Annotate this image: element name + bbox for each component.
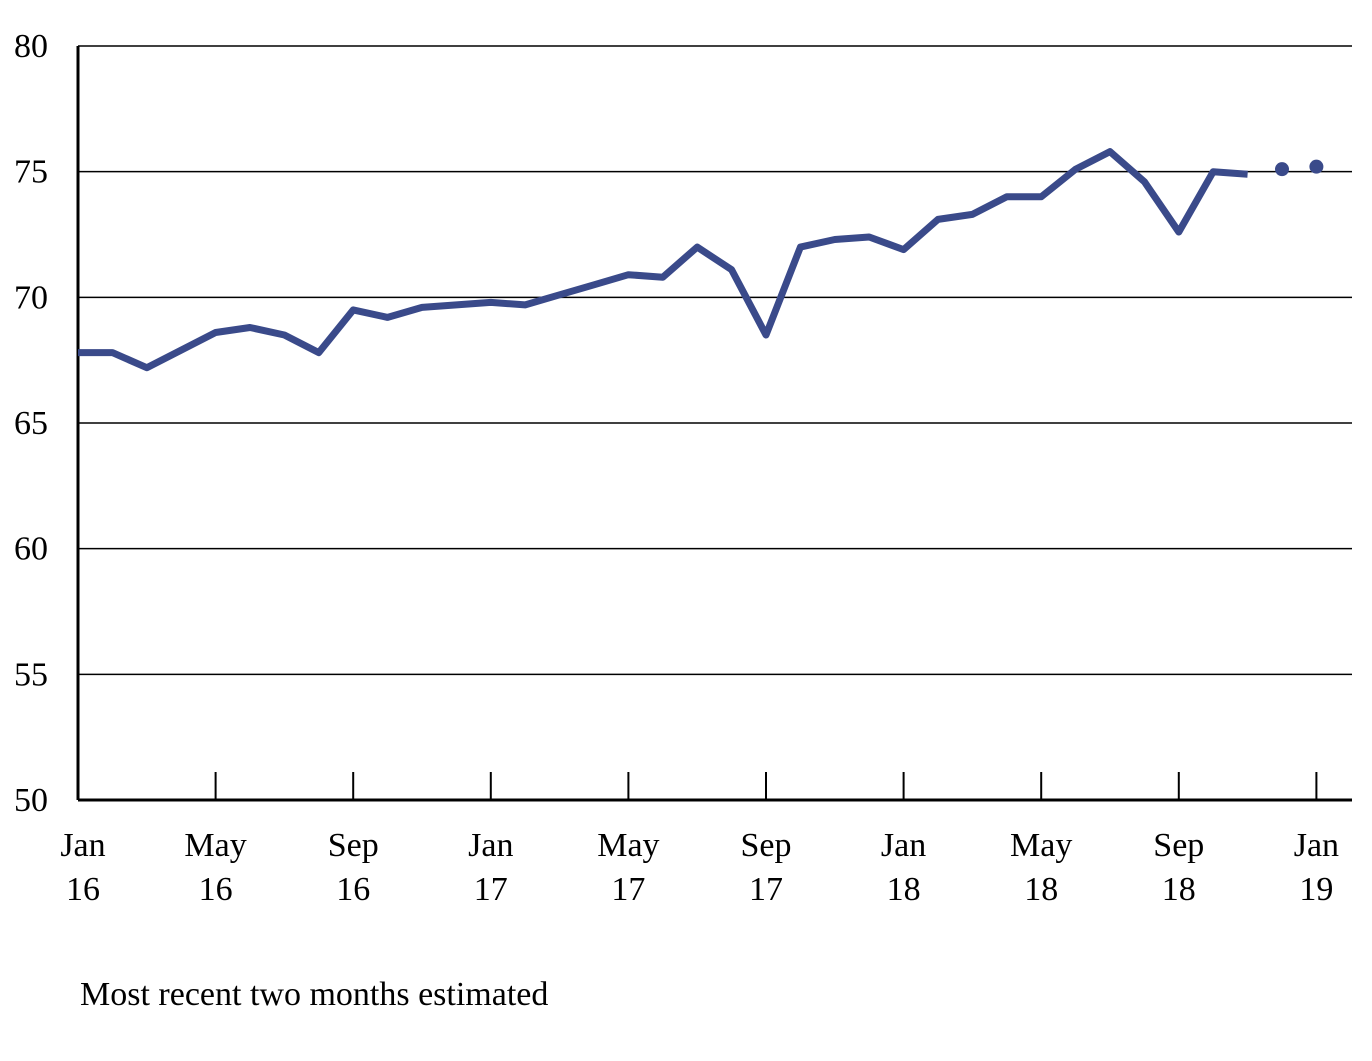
x-tick-label-year: 16 bbox=[336, 871, 370, 908]
x-tick-label-year: 17 bbox=[611, 871, 645, 908]
x-tick-label-month: Jan bbox=[468, 827, 513, 864]
estimated-point bbox=[1275, 162, 1289, 177]
y-tick-label: 70 bbox=[14, 279, 48, 316]
x-tick-label-year: 18 bbox=[887, 871, 921, 908]
series-group bbox=[78, 148, 1324, 372]
gridlines bbox=[78, 45, 1352, 676]
x-tick-label-month: May bbox=[597, 827, 659, 864]
x-tick-label-month: Sep bbox=[741, 827, 792, 864]
y-tick-label: 55 bbox=[14, 656, 48, 693]
x-tick-label-month: May bbox=[1010, 827, 1072, 864]
x-tick-label-year: 16 bbox=[199, 871, 233, 908]
x-tick-label-year: 17 bbox=[749, 871, 783, 908]
estimated-point bbox=[1309, 159, 1324, 174]
x-tick-label-month: Sep bbox=[328, 827, 379, 864]
y-tick-label: 65 bbox=[14, 405, 48, 442]
x-tick-label-year: 19 bbox=[1299, 871, 1333, 908]
x-tick-label-year: 18 bbox=[1162, 871, 1196, 908]
x-tick-label-year: 18 bbox=[1024, 871, 1058, 908]
y-tick-label: 60 bbox=[14, 531, 48, 568]
y-tick-labels: 50 55 60 65 70 75 80 bbox=[14, 28, 48, 819]
estimate-note: Most recent two months estimated bbox=[80, 976, 548, 1013]
x-tick-label-month: May bbox=[184, 827, 246, 864]
x-tick-label-year: 16 bbox=[66, 871, 100, 908]
y-tick-label: 50 bbox=[14, 782, 48, 819]
x-tick-label-month: Sep bbox=[1153, 827, 1204, 864]
x-tick-label-month: Jan bbox=[1294, 827, 1339, 864]
x-tick-label-year: 17 bbox=[474, 871, 508, 908]
series-line bbox=[78, 148, 1248, 372]
x-tick-label-month: Jan bbox=[60, 827, 105, 864]
y-tick-label: 75 bbox=[14, 154, 48, 191]
x-ticks bbox=[214, 772, 1318, 800]
y-tick-label: 80 bbox=[14, 28, 48, 65]
x-tick-labels: Jan 16 May 16 Sep 16 Jan 17 May 17 Sep 17 Jan 18 May 18… bbox=[60, 827, 1339, 908]
x-tick-label-month: Jan bbox=[881, 827, 926, 864]
